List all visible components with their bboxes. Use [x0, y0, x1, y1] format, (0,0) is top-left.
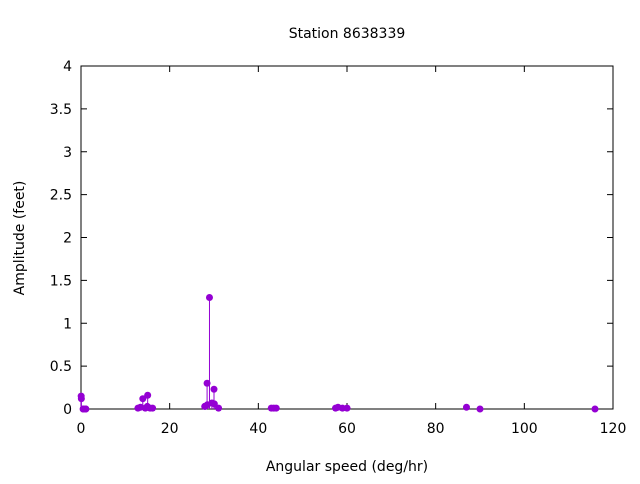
x-tick-label: 60 [338, 421, 356, 437]
x-tick-label: 120 [600, 421, 627, 437]
data-point [144, 391, 152, 399]
x-axis-label: Angular speed (deg/hr) [266, 459, 428, 475]
data-point [591, 405, 599, 413]
y-tick-label: 0.5 [50, 359, 72, 375]
data-point [210, 400, 218, 408]
x-tick-label: 40 [249, 421, 267, 437]
y-tick-label: 1 [63, 316, 72, 332]
chart-title: Station 8638339 [289, 26, 406, 42]
y-tick-label: 2 [63, 231, 72, 247]
y-tick-label: 0 [63, 402, 72, 418]
data-point [77, 395, 85, 403]
data-point [462, 403, 470, 411]
data-point [210, 385, 218, 393]
y-tick-label: 3.5 [50, 102, 72, 118]
x-tick-label: 0 [77, 421, 86, 437]
y-tick-label: 1.5 [50, 273, 72, 289]
y-tick-label: 3 [63, 145, 72, 161]
y-axis-label: Amplitude (feet) [12, 181, 28, 296]
x-tick-label: 80 [427, 421, 445, 437]
data-point [343, 404, 351, 412]
plot-frame [80, 65, 614, 410]
data-point [82, 405, 90, 413]
y-tick-label: 2.5 [50, 188, 72, 204]
data-point [205, 294, 213, 302]
data-point [139, 395, 147, 403]
x-tick-label: 20 [161, 421, 179, 437]
data-point [476, 405, 484, 413]
data-point [272, 404, 280, 412]
data-point [203, 379, 211, 387]
x-tick-label: 100 [511, 421, 538, 437]
data-point [149, 404, 157, 412]
y-tick-label: 4 [63, 59, 72, 75]
data-point [215, 404, 223, 412]
